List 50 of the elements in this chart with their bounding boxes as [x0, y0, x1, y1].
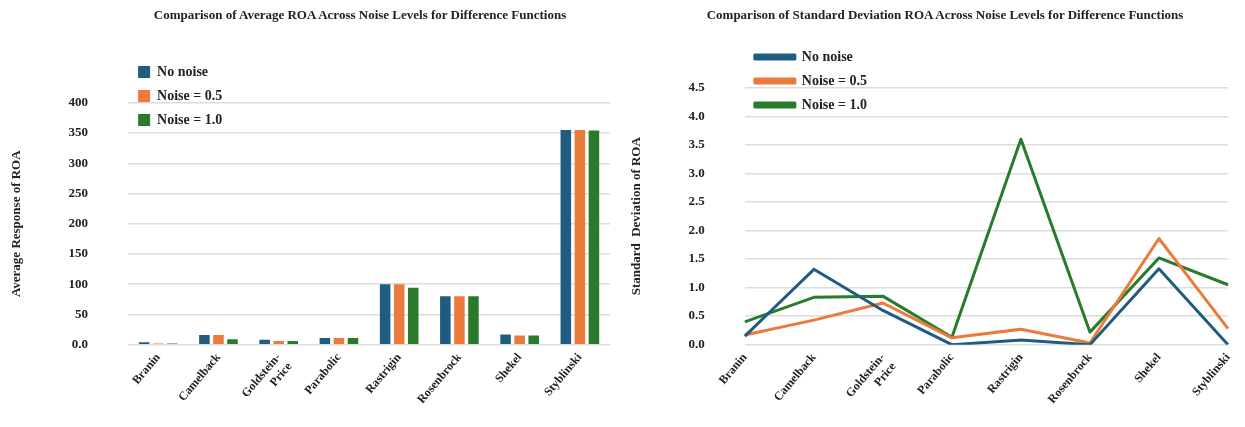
y-tick-label: 3.5 — [688, 136, 706, 152]
chart-title: Comparison of Average ROA Across Noise Levels for Difference Functions — [152, 6, 568, 23]
y-tick-label: 4.0 — [688, 107, 705, 123]
y-tick-label: 50 — [75, 305, 89, 321]
y-tick-label: 100 — [68, 275, 89, 291]
legend-label: Noise = 0.5 — [801, 72, 867, 88]
bar — [347, 338, 359, 344]
y-tick-label: 1.5 — [688, 250, 706, 266]
y-tick-label: 350 — [68, 124, 89, 140]
legend-label: Noise = 0.5 — [157, 87, 223, 103]
y-tick-label: 3.0 — [688, 164, 705, 180]
y-axis-title: Average Response of ROA — [8, 149, 24, 298]
legend-label: Noise = 1.0 — [801, 96, 867, 112]
bar — [393, 284, 405, 344]
y-tick-label: 150 — [68, 245, 89, 261]
bar — [287, 341, 299, 344]
bar — [500, 334, 511, 344]
bar — [440, 296, 451, 344]
bar — [333, 338, 345, 344]
bar — [319, 338, 331, 344]
bar — [514, 335, 525, 344]
y-axis-title: Standard Deviation of ROA — [628, 136, 644, 296]
bar — [454, 296, 465, 344]
y-tick-label: 400 — [68, 94, 89, 110]
bar — [468, 296, 479, 344]
y-tick-label: 0.0 — [688, 336, 705, 352]
y-tick-label: 1.0 — [688, 278, 705, 294]
bar — [199, 334, 210, 344]
y-tick-label: 0.5 — [688, 307, 706, 323]
bar — [227, 339, 238, 344]
bar — [528, 335, 539, 344]
y-tick-label: 2.5 — [688, 193, 706, 209]
y-tick-label: 0.0 — [71, 336, 89, 352]
y-tick-label: 2.0 — [688, 221, 705, 237]
bar — [574, 130, 586, 344]
legend-label: No noise — [801, 48, 853, 64]
y-tick-label: 4.5 — [688, 79, 706, 95]
y-tick-label: 250 — [68, 184, 89, 200]
bar — [588, 130, 600, 344]
bar — [407, 287, 419, 344]
y-tick-label: 300 — [68, 154, 89, 170]
y-tick-label: 200 — [68, 215, 89, 231]
bar — [560, 130, 572, 344]
bar — [273, 341, 284, 344]
bar — [259, 339, 270, 344]
bar — [213, 334, 224, 344]
bar — [379, 284, 391, 344]
legend-label: Noise = 1.0 — [157, 111, 223, 127]
legend-label: No noise — [157, 63, 209, 79]
chart-title: Comparison of Standard Deviation ROA Across Noise Levels for Difference Functions — [705, 6, 1185, 23]
